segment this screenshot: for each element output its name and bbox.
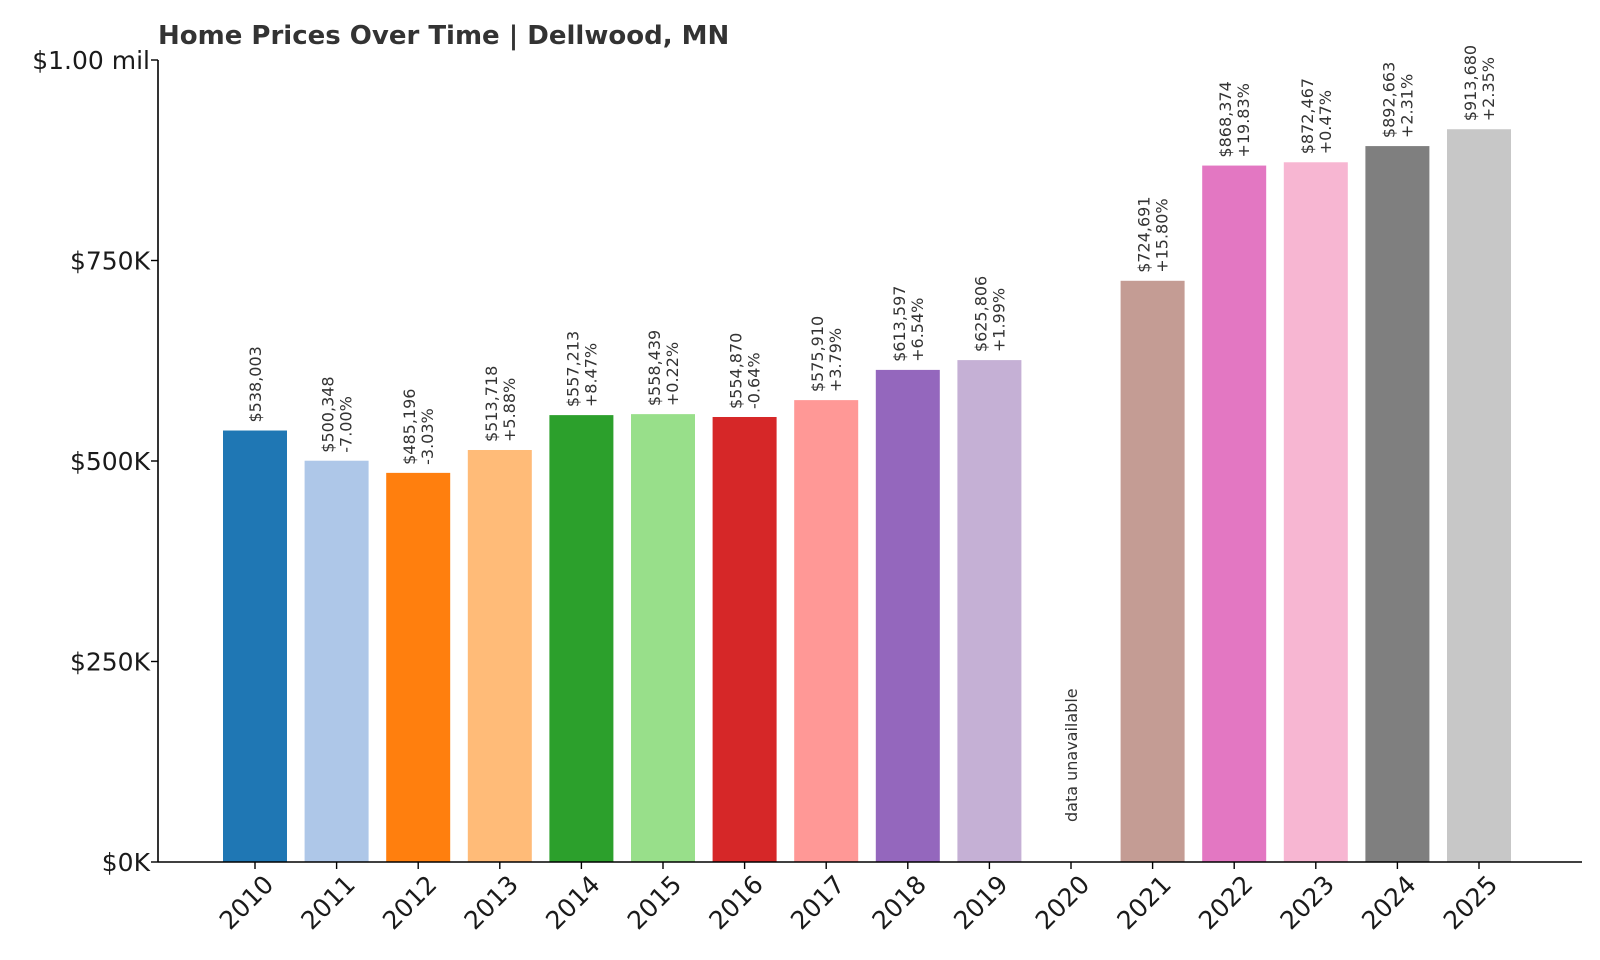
x-tick-label: 2017: [785, 870, 850, 935]
x-tick-label: 2016: [703, 870, 768, 935]
value-label: $558,439: [645, 330, 664, 406]
bar-2021: [1120, 280, 1185, 862]
change-label: -7.00%: [337, 396, 356, 453]
missing-data-label: data unavailable: [1062, 688, 1081, 822]
change-label: +0.22%: [663, 342, 682, 406]
value-label: $500,348: [319, 376, 338, 452]
bar-2010: [223, 430, 287, 862]
bar-2013: [467, 449, 532, 862]
x-tick-label: 2024: [1356, 870, 1421, 935]
change-label: -3.03%: [418, 408, 437, 465]
x-tick-label: 2025: [1438, 870, 1503, 935]
bar-2012: [386, 472, 451, 862]
bar-2017: [794, 400, 859, 862]
bar-2014: [549, 415, 614, 862]
value-label: $575,910: [808, 316, 827, 392]
y-tick-label: $0K: [102, 848, 151, 877]
chart-title: Home Prices Over Time | Dellwood, MN: [158, 21, 729, 51]
x-tick-label: 2020: [1030, 870, 1095, 935]
value-label: $868,374: [1216, 81, 1235, 157]
bar-2025: [1447, 129, 1511, 862]
value-label: $613,597: [890, 286, 909, 362]
value-label: $872,467: [1298, 78, 1317, 154]
change-label: +19.83%: [1234, 83, 1253, 157]
change-label: +2.31%: [1397, 74, 1416, 138]
bar-2024: [1365, 146, 1430, 862]
bar-2011: [304, 460, 369, 862]
value-label: $724,691: [1135, 196, 1154, 272]
y-tick-label: $500K: [70, 447, 151, 476]
y-tick-label: $1.00 mil: [32, 46, 150, 75]
value-label: $557,213: [563, 331, 582, 407]
change-label: +2.35%: [1479, 57, 1498, 121]
bar-2022: [1202, 165, 1267, 862]
change-label: -0.64%: [745, 352, 764, 409]
change-label: +3.79%: [826, 328, 845, 392]
x-tick-label: 2010: [214, 870, 279, 935]
x-tick-label: 2023: [1275, 870, 1340, 935]
change-label: +5.88%: [500, 378, 519, 442]
x-tick-label: 2014: [540, 870, 605, 935]
x-tick-label: 2011: [295, 870, 360, 935]
bar-2015: [631, 414, 695, 862]
value-label: $913,680: [1461, 45, 1480, 121]
change-label: +0.47%: [1316, 90, 1335, 154]
y-tick-label: $750K: [70, 247, 151, 276]
change-label: +15.80%: [1153, 198, 1172, 272]
bar-2023: [1283, 162, 1348, 862]
value-label: $892,663: [1379, 62, 1398, 138]
value-label: $554,870: [727, 333, 746, 409]
bar-2016: [712, 416, 777, 862]
plot-area: $0K $250K $500K $750K $1.00 mil 2010 2011 2012 2…: [32, 45, 1582, 935]
x-tick-label: 2019: [948, 870, 1013, 935]
x-tick-label: 2015: [622, 870, 687, 935]
change-label: +1.99%: [989, 288, 1008, 352]
y-tick-label: $250K: [70, 648, 151, 677]
x-tick-label: 2012: [377, 870, 442, 935]
change-label: +8.47%: [581, 343, 600, 407]
x-tick-label: 2013: [459, 870, 524, 935]
value-label: $513,718: [482, 366, 501, 442]
value-label: $538,003: [246, 346, 265, 422]
x-tick-label: 2021: [1111, 870, 1176, 935]
x-tick-label: 2018: [867, 870, 932, 935]
value-label: $485,196: [400, 389, 419, 465]
change-label: +6.54%: [908, 298, 927, 362]
value-label: $625,806: [971, 276, 990, 352]
bar-2019: [957, 360, 1022, 862]
x-tick-label: 2022: [1193, 870, 1258, 935]
bar-2018: [875, 369, 940, 862]
